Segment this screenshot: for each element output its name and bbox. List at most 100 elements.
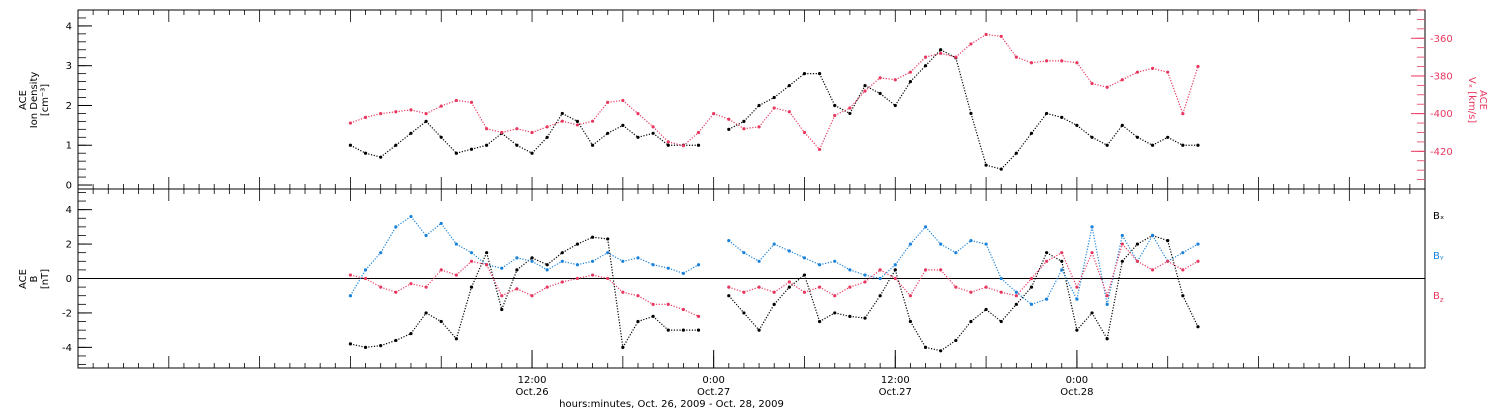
vx-trace (501, 128, 518, 134)
by-trace (410, 216, 427, 236)
bz-trace (486, 264, 503, 296)
vx-trace (592, 101, 609, 122)
by-trace (804, 257, 820, 266)
by-trace (925, 226, 942, 245)
bx-point (606, 237, 610, 241)
bx-trace (1106, 261, 1123, 339)
bz-trace (864, 269, 881, 283)
bottom-left-tick-label: 2 (66, 240, 72, 251)
by-trace (668, 267, 684, 274)
by-trace (471, 252, 488, 266)
ion-density-trace (410, 120, 427, 134)
bottom-left-tick-label: -2 (62, 308, 72, 319)
bx-trace (909, 321, 927, 348)
ion-density-trace (350, 144, 366, 154)
vx-trace (880, 77, 896, 81)
bx-trace (395, 333, 412, 342)
bz-trace (668, 303, 684, 311)
bx-trace (834, 312, 851, 317)
by-trace (577, 260, 593, 266)
top-plot-frame (77, 9, 1426, 190)
bz-trace (773, 281, 790, 293)
by-trace (637, 257, 654, 266)
bottom-left-tick-label: 0 (66, 274, 72, 285)
by-point (409, 214, 413, 219)
bx-trace (879, 269, 896, 297)
bx-trace (1152, 234, 1168, 242)
bz-trace (819, 286, 836, 297)
ion-density-trace (788, 73, 805, 87)
ion-density-trace (607, 124, 624, 134)
vx-trace (864, 77, 881, 92)
vx-trace (441, 99, 457, 107)
by-trace (349, 269, 367, 297)
ion-density-trace (1076, 124, 1093, 138)
bx-trace (1076, 312, 1093, 331)
bx-trace (849, 315, 866, 319)
ion-density-trace (531, 136, 548, 154)
vx-trace (925, 52, 941, 58)
by-trace (940, 243, 957, 254)
ion-density-trace (985, 164, 1002, 170)
ion-density-trace (440, 136, 457, 154)
bz-trace (501, 288, 518, 297)
vx-trace (970, 33, 987, 45)
vx-trace (1000, 36, 1017, 58)
bx-trace (1030, 252, 1048, 288)
by-trace (683, 264, 699, 274)
bx-trace (637, 315, 654, 323)
bz-trace (516, 288, 533, 297)
top-right-tick-label: -400 (1430, 109, 1453, 120)
ion-density-trace (728, 120, 745, 130)
top-right-tick-label: -380 (1430, 71, 1453, 82)
ion-density-trace (1137, 136, 1153, 146)
ion-density-trace (864, 85, 881, 95)
bz-trace (441, 269, 457, 276)
ion-density-trace (819, 73, 836, 106)
vx-trace (637, 113, 654, 128)
bx-trace (925, 346, 941, 352)
by-trace (970, 240, 987, 245)
ion-density-trace (1091, 136, 1108, 146)
bx-trace (758, 304, 775, 331)
bz-trace (1121, 243, 1138, 262)
vx-trace (1016, 56, 1032, 64)
bx-trace (592, 236, 608, 240)
bz-trace (365, 277, 381, 288)
bx-trace (365, 345, 381, 348)
bx-trace (607, 238, 624, 348)
ion-density-trace (622, 124, 639, 138)
by-trace (1091, 226, 1108, 305)
bx-trace (803, 274, 821, 322)
vx-trace (895, 71, 911, 81)
vx-trace (668, 141, 684, 147)
by-trace (1167, 252, 1184, 262)
vx-trace (365, 113, 381, 118)
top-left-tick-label: 3 (66, 61, 72, 72)
by-trace (456, 243, 472, 254)
by-trace (743, 252, 760, 262)
by-trace (789, 250, 805, 259)
by-trace (1015, 291, 1032, 305)
bottom-ylabel-line: B (29, 275, 40, 282)
vx-trace (1076, 62, 1093, 84)
by-trace (501, 257, 518, 269)
by-trace (1121, 235, 1138, 262)
by-trace (531, 260, 548, 271)
bx-trace (1137, 234, 1153, 245)
ion-density-trace (1015, 132, 1032, 154)
bottom-panel: -4 -2 0 2 4 ACE B [nT] Bₓ Bᵧ Bz (18, 188, 1444, 369)
bz-trace (879, 269, 896, 280)
by-point (1196, 242, 1200, 246)
by-trace (864, 274, 881, 280)
bz-trace (1152, 260, 1169, 271)
vx-trace (728, 118, 745, 130)
vx-trace (470, 102, 488, 130)
by-trace (909, 226, 927, 245)
bz-trace (577, 274, 593, 280)
bx-trace (380, 339, 397, 347)
x-tick-time: 0:00 (1066, 375, 1088, 386)
bx-trace (577, 236, 593, 245)
